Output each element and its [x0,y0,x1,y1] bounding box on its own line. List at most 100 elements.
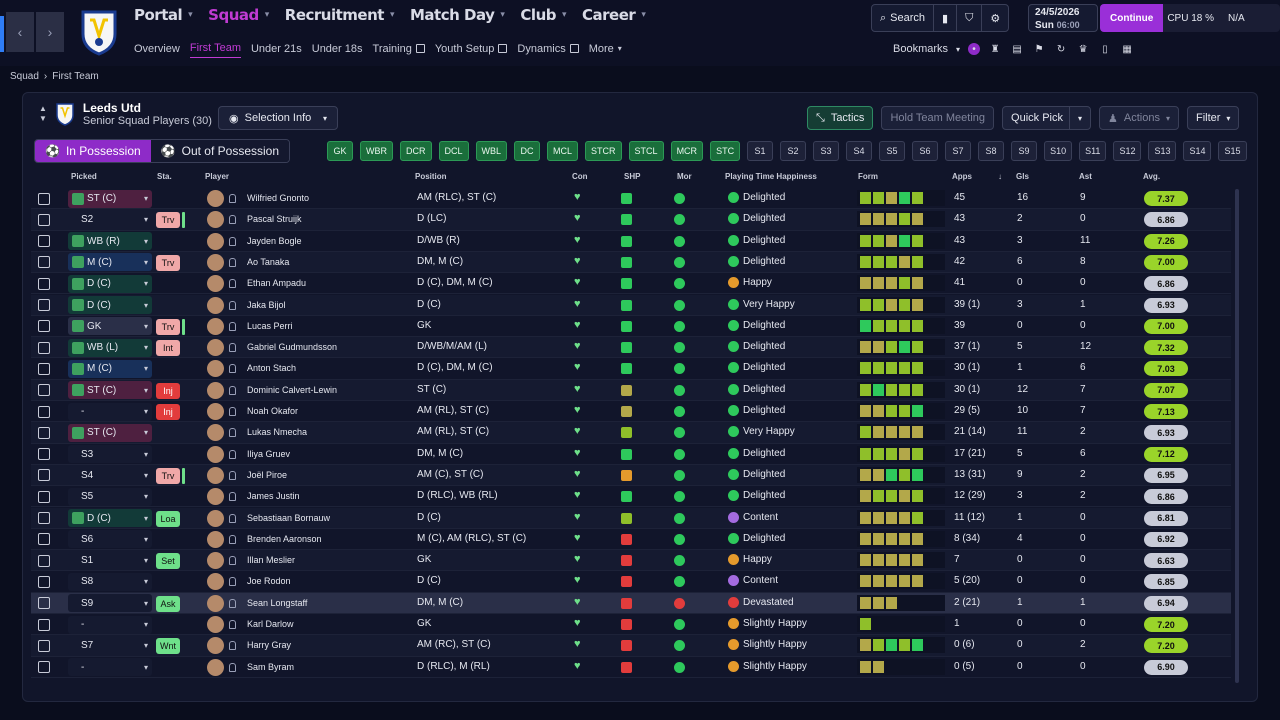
col-player[interactable]: Player [205,172,230,181]
table-row[interactable]: D (C) ▾ Loa Sebastiaan Bornauw D (C) ♥ Content… [31,507,1231,529]
player-info-icon[interactable] [229,407,236,416]
select-checkbox[interactable] [38,575,50,588]
chevron-down-icon[interactable]: ▾ [1068,107,1090,129]
position-button-stcl[interactable]: STCL [628,141,664,161]
select-checkbox[interactable] [38,490,50,503]
picked-dropdown[interactable]: M (C) ▾ [68,359,152,378]
table-row[interactable]: WB (L) ▾ Int Gabriel Gudmundsson D/WB/M/AM (… [31,337,1231,359]
status-badge[interactable]: Loa [156,510,180,527]
position-button-s4[interactable]: S4 [846,141,873,161]
picked-dropdown[interactable]: ST (C) ▾ [68,381,152,400]
picked-dropdown[interactable]: S4 ▾ [68,466,152,485]
select-checkbox[interactable] [38,448,50,461]
status-badge[interactable]: Trv [156,467,180,484]
position-button-dcr[interactable]: DCR [400,141,432,161]
position-button-s13[interactable]: S13 [1148,141,1177,161]
select-checkbox[interactable] [38,533,50,546]
player-info-icon[interactable] [229,385,236,395]
position-button-s11[interactable]: S11 [1079,141,1107,161]
table-row[interactable]: ST (C) ▾ Inj Dominic Calvert-Lewin ST (C) ♥ De… [31,379,1231,401]
table-row[interactable]: M (C) ▾ Anton Stach D (C), DM, M (C) ♥ Deligh… [31,358,1231,380]
position-button-s8[interactable]: S8 [978,141,1005,161]
club-button[interactable]: ⛉ [957,5,983,31]
player-info-icon[interactable] [229,470,236,480]
calendar-icon[interactable]: ▦ [1122,43,1132,55]
settings-button[interactable]: ⚙ [982,5,1008,31]
picked-dropdown[interactable]: S9 ▾ [68,594,152,613]
player-name[interactable]: Pascal Struijk [247,214,302,225]
player-name[interactable]: Karl Darlow [247,619,294,629]
table-scrollbar[interactable] [1235,189,1239,683]
position-button-dcl[interactable]: DCL [438,141,469,161]
select-checkbox[interactable] [38,277,50,290]
player-info-icon[interactable] [229,556,236,566]
trophy-icon[interactable]: ♛ [1078,43,1088,55]
clipboard-icon[interactable]: ▤ [1012,43,1022,55]
table-row[interactable]: S9 ▾ Ask Sean Longstaff DM, M (C) ♥ Devastated… [31,592,1231,614]
select-checkbox[interactable] [38,639,50,652]
position-button-wbr[interactable]: WBR [360,141,393,161]
picked-dropdown[interactable]: D (C) ▾ [68,296,152,314]
select-checkbox[interactable] [38,405,50,418]
col-form[interactable]: Form [858,172,878,181]
select-checkbox[interactable] [38,256,50,269]
subnav-first-team[interactable]: First Team [189,42,241,58]
continue-button[interactable]: Continue CPU 18 % N/A [1100,4,1280,32]
player-info-icon[interactable] [229,449,236,459]
nav-club[interactable]: Club ▾ [520,6,567,24]
position-button-s14[interactable]: S14 [1183,141,1212,161]
select-checkbox[interactable] [38,661,50,674]
nav-squad[interactable]: Squad ▾ [208,6,269,24]
picked-dropdown[interactable]: - ▾ [68,615,152,634]
player-info-icon[interactable] [229,577,236,587]
select-checkbox[interactable] [38,384,50,397]
table-row[interactable]: S1 ▾ Set Illan Meslier GK ♥ Happy 7 0 0 6.63 [31,550,1231,572]
player-name[interactable]: Sam Byram [247,661,295,672]
status-badge[interactable]: Ask [156,595,180,612]
table-row[interactable]: S8 ▾ Joe Rodon D (C) ♥ Content 5 (20) 0 0 6.85 [31,571,1231,593]
col-picked[interactable]: Picked [71,172,97,181]
picked-dropdown[interactable]: ST (C) ▾ [68,189,152,208]
col-happiness[interactable]: Playing Time Happiness [725,172,817,181]
status-badge[interactable]: Trv [156,318,180,335]
position-button-mcl[interactable]: MCL [547,141,579,161]
position-button-wbl[interactable]: WBL [475,141,508,161]
select-checkbox[interactable] [38,192,50,205]
table-row[interactable]: M (C) ▾ Trv Ao Tanaka DM, M (C) ♥ Delighted 42 6… [31,251,1231,274]
subnav-youth-setup[interactable]: Youth Setup [435,43,508,58]
picked-dropdown[interactable]: S5 ▾ [68,487,152,506]
table-row[interactable]: S7 ▾ Wnt Harry Gray AM (RC), ST (C) ♥ Slightly… [31,635,1231,657]
select-checkbox[interactable] [38,320,50,333]
table-row[interactable]: - ▾ Sam Byram D (RLC), M (RL) ♥ Slightly Happ… [31,657,1231,678]
select-checkbox[interactable] [38,554,50,567]
bookmarks-dropdown[interactable]: Bookmarks [893,43,949,55]
select-checkbox[interactable] [38,341,50,354]
col-con[interactable]: Con [572,172,588,181]
col-goals[interactable]: Gls [1016,172,1029,181]
player-name[interactable]: Jaka Bijol [247,299,286,310]
back-arrow-icon[interactable]: ‹ [6,12,34,52]
subnav-under-18s[interactable]: Under 18s [311,42,363,55]
selection-info-dropdown[interactable]: ◉ Selection Info ▾ [218,106,338,130]
col-shp[interactable]: SHP [624,172,641,181]
subnav-dynamics[interactable]: Dynamics [517,43,579,58]
select-checkbox[interactable] [38,299,50,311]
player-name[interactable]: Ethan Ampadu [247,278,307,289]
player-info-icon[interactable] [229,662,236,672]
refresh-icon[interactable]: ↻ [1056,43,1066,55]
col-assists[interactable]: Ast [1079,172,1092,181]
player-info-icon[interactable] [229,343,236,353]
table-row[interactable]: S6 ▾ Brenden Aaronson M (C), AM (RLC), ST (… [31,529,1231,551]
table-row[interactable]: S4 ▾ Trv Joël Piroe AM (C), ST (C) ♥ Delighted… [31,464,1231,487]
col-position[interactable]: Position [415,172,447,181]
status-badge[interactable]: Inj [156,404,180,420]
player-info-icon[interactable] [229,428,236,438]
picked-dropdown[interactable]: S6 ▾ [68,530,152,549]
table-row[interactable]: S2 ▾ Trv Pascal Struijk D (LC) ♥ Delighted 43 2 0… [31,209,1231,231]
team-switch[interactable]: ▲ ▼ [39,104,47,124]
player-name[interactable]: Iliya Gruev [247,448,291,459]
team-meeting-button[interactable]: Hold Team Meeting [881,106,995,130]
position-button-stcr[interactable]: STCR [585,141,622,161]
position-button-s5[interactable]: S5 [879,141,906,161]
picked-dropdown[interactable]: M (C) ▾ [68,253,152,272]
